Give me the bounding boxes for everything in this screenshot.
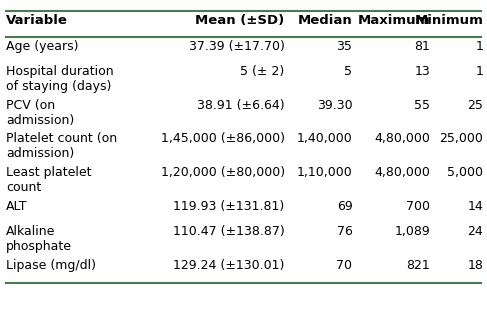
Text: 1,089: 1,089 bbox=[394, 225, 430, 238]
Text: Variable: Variable bbox=[6, 14, 68, 27]
Text: 81: 81 bbox=[414, 40, 430, 53]
Text: 69: 69 bbox=[337, 200, 353, 213]
Text: 70: 70 bbox=[337, 259, 353, 272]
Text: 1,40,000: 1,40,000 bbox=[297, 133, 353, 145]
Text: Mean (±SD): Mean (±SD) bbox=[195, 14, 285, 27]
Text: 25,000: 25,000 bbox=[439, 133, 483, 145]
Text: 119.93 (±131.81): 119.93 (±131.81) bbox=[173, 200, 285, 213]
Text: 76: 76 bbox=[337, 225, 353, 238]
Text: 1: 1 bbox=[475, 65, 483, 78]
Text: Age (years): Age (years) bbox=[6, 40, 79, 53]
Text: 18: 18 bbox=[468, 259, 483, 272]
Text: Lipase (mg/dl): Lipase (mg/dl) bbox=[6, 259, 96, 272]
Text: 821: 821 bbox=[406, 259, 430, 272]
Text: 1,10,000: 1,10,000 bbox=[297, 166, 353, 179]
Text: PCV (on
admission): PCV (on admission) bbox=[6, 99, 75, 127]
Text: 24: 24 bbox=[468, 225, 483, 238]
Text: 13: 13 bbox=[414, 65, 430, 78]
Text: 4,80,000: 4,80,000 bbox=[374, 166, 430, 179]
Text: 1,20,000 (±80,000): 1,20,000 (±80,000) bbox=[161, 166, 285, 179]
Text: 14: 14 bbox=[468, 200, 483, 213]
Text: 55: 55 bbox=[414, 99, 430, 112]
Text: 4,80,000: 4,80,000 bbox=[374, 133, 430, 145]
Text: ALT: ALT bbox=[6, 200, 28, 213]
Text: 5,000: 5,000 bbox=[447, 166, 483, 179]
Text: 700: 700 bbox=[406, 200, 430, 213]
Text: 1: 1 bbox=[475, 40, 483, 53]
Text: 129.24 (±130.01): 129.24 (±130.01) bbox=[173, 259, 285, 272]
Text: Platelet count (on
admission): Platelet count (on admission) bbox=[6, 133, 117, 160]
Text: Hospital duration
of staying (days): Hospital duration of staying (days) bbox=[6, 65, 114, 93]
Text: Maximum: Maximum bbox=[357, 14, 430, 27]
Text: 5 (± 2): 5 (± 2) bbox=[241, 65, 285, 78]
Text: 25: 25 bbox=[468, 99, 483, 112]
Text: Median: Median bbox=[298, 14, 353, 27]
Text: 38.91 (±6.64): 38.91 (±6.64) bbox=[197, 99, 285, 112]
Text: 39.30: 39.30 bbox=[317, 99, 353, 112]
Text: 1,45,000 (±86,000): 1,45,000 (±86,000) bbox=[161, 133, 285, 145]
Text: Alkaline
phosphate: Alkaline phosphate bbox=[6, 225, 72, 253]
Text: Minimum: Minimum bbox=[414, 14, 483, 27]
Text: Least platelet
count: Least platelet count bbox=[6, 166, 92, 194]
Text: 37.39 (±17.70): 37.39 (±17.70) bbox=[189, 40, 285, 53]
Text: 35: 35 bbox=[337, 40, 353, 53]
Text: 5: 5 bbox=[344, 65, 353, 78]
Text: 110.47 (±138.87): 110.47 (±138.87) bbox=[173, 225, 285, 238]
